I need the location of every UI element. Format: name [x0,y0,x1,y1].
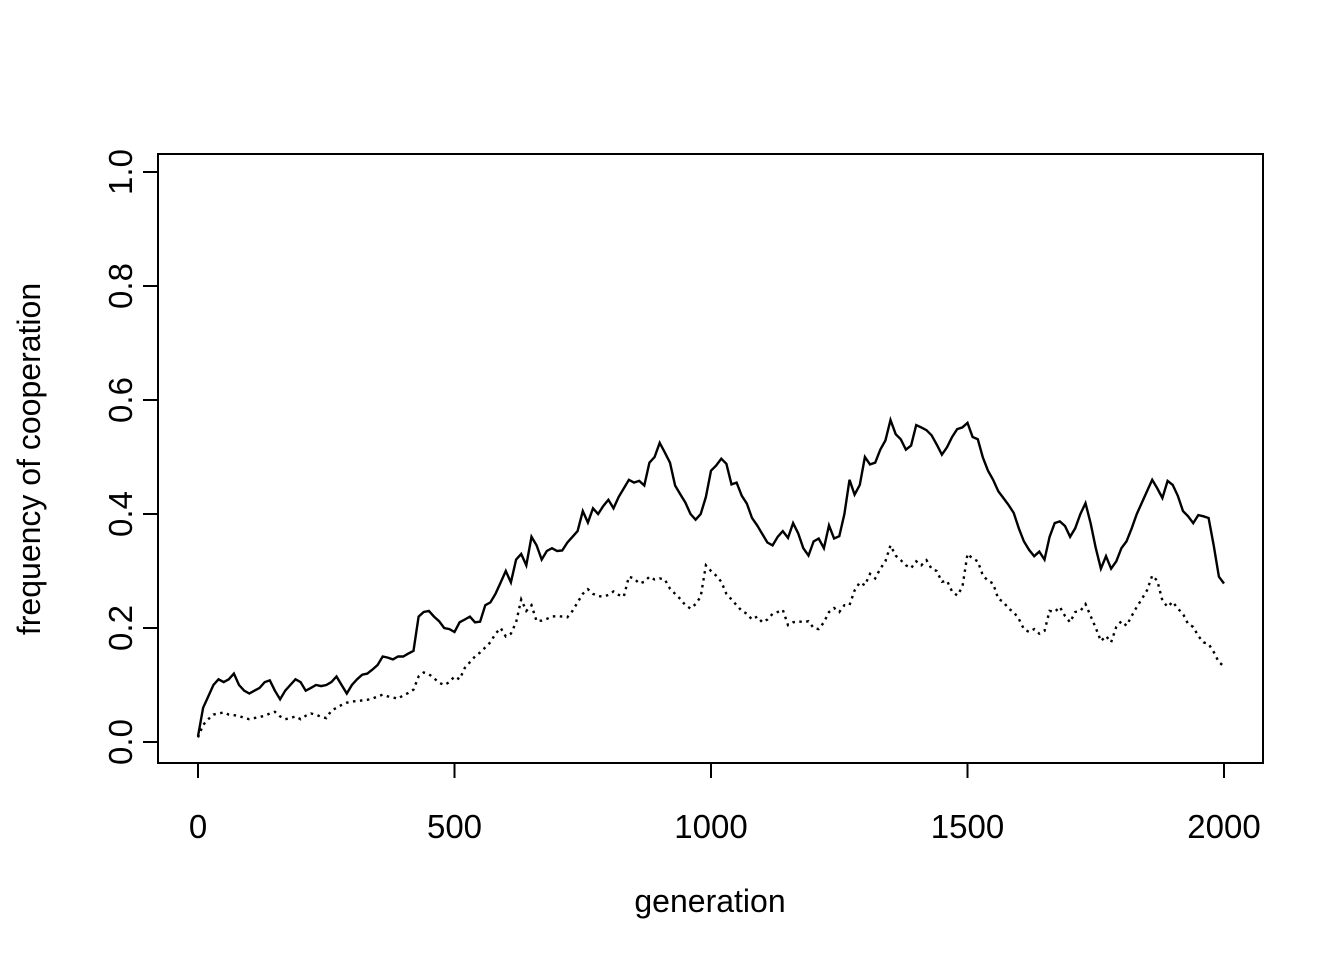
cooperation-frequency-solid-line [196,415,1225,737]
x-tick-label: 1000 [674,808,747,845]
y-axis-label: frequency of cooperation [11,283,47,635]
x-tick-label: 500 [427,808,482,845]
plot-frame [157,153,1264,764]
x-tick-label: 1500 [931,808,1004,845]
series-lines [196,415,1225,738]
y-tick-label: 0.4 [102,491,139,537]
axes: 0 500 1000 1500 2000 0.0 0.2 0.4 0.6 0.8 1.0 [102,149,1264,845]
x-axis-label: generation [634,883,785,919]
x-tick-label: 2000 [1187,808,1260,845]
cooperation-frequency-dotted-line [196,542,1225,738]
y-tick-label: 0.2 [102,605,139,651]
y-tick-label: 0.0 [102,719,139,765]
y-tick-label: 1.0 [102,149,139,195]
y-tick-label: 0.6 [102,377,139,423]
x-tick-label: 0 [189,808,207,845]
y-tick-label: 0.8 [102,263,139,309]
